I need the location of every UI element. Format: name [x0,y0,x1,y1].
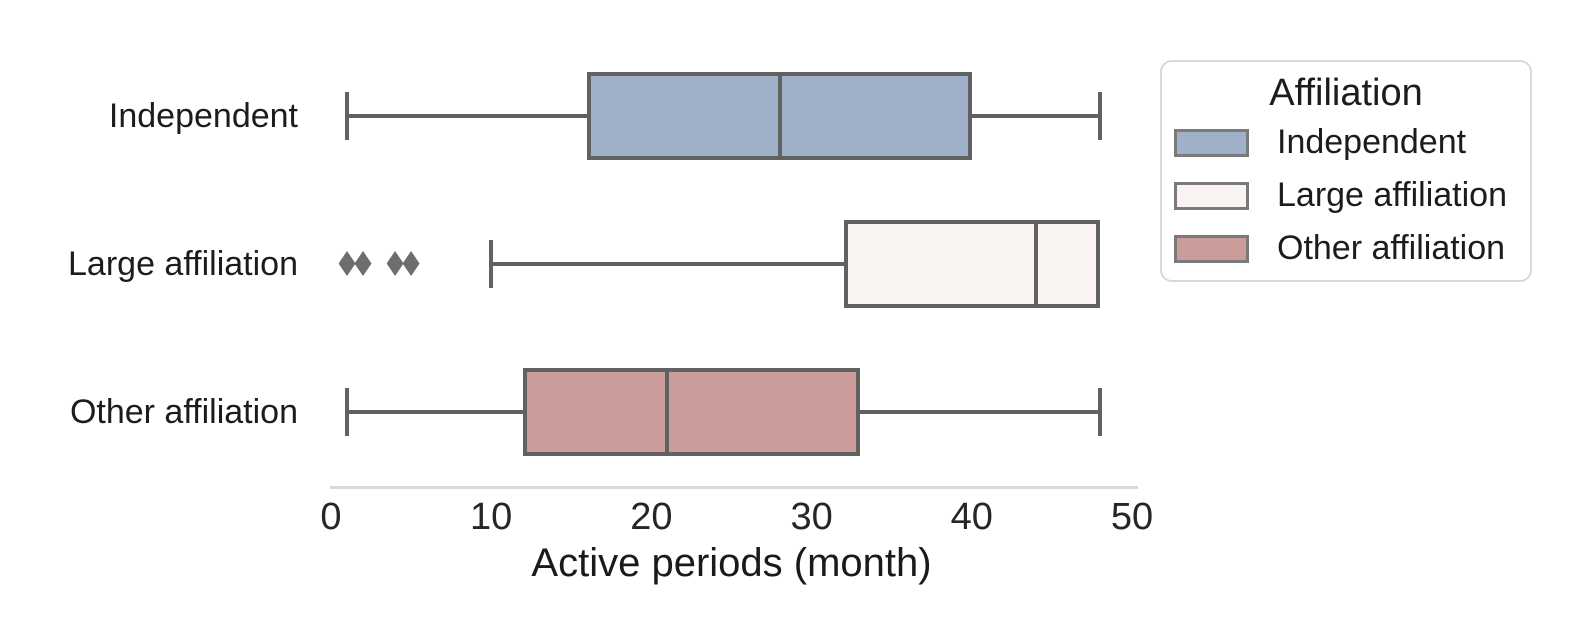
whisker-cap [1097,92,1102,140]
legend-entry-label: Independent [1277,123,1467,161]
median-line [665,367,670,456]
x-tick-label: 30 [790,496,833,538]
category-label: Independent [108,97,298,135]
legend-entry-label: Large affiliation [1277,176,1507,214]
category-label: Large affiliation [68,244,298,283]
whisker-line [859,409,1100,414]
whisker-line [347,409,524,414]
legend-entries: Independent Large affiliation Other affili… [1162,116,1530,275]
outlier-diamond [354,251,372,276]
whisker-cap [345,387,350,436]
legend-title: Affiliation [1269,72,1423,114]
box [843,219,1100,308]
x-tick-label: 0 [320,496,342,538]
legend-entry: Other affiliation [1162,222,1530,275]
legend-entry-label: Other affiliation [1277,229,1506,267]
x-tick-label: 10 [470,496,513,538]
whisker-line [971,114,1100,118]
whisker-cap [1097,387,1102,436]
category-label: Other affiliation [69,392,298,431]
x-axis-label: Active periods (month) [531,541,932,585]
legend-swatch [1174,181,1249,210]
median-line [1033,219,1038,308]
legend: Affiliation Independent Large affiliation… [1160,60,1532,282]
whisker-cap [489,239,494,288]
legend-entry: Large affiliation [1162,169,1530,222]
outlier-diamond [338,251,356,276]
x-axis-line [330,486,1138,489]
box [523,367,860,456]
x-tick-label: 20 [630,496,673,538]
legend-entry: Independent [1162,116,1530,169]
x-tick-label: 50 [1110,496,1154,538]
outlier-diamond [402,251,420,276]
whisker-line [491,261,844,266]
median-line [777,72,782,160]
x-tick-label: 40 [950,496,993,538]
legend-swatch [1174,128,1249,157]
legend-swatch [1174,234,1249,263]
outlier-diamond [386,251,404,276]
whisker-line [347,114,588,118]
whisker-cap [345,92,350,140]
